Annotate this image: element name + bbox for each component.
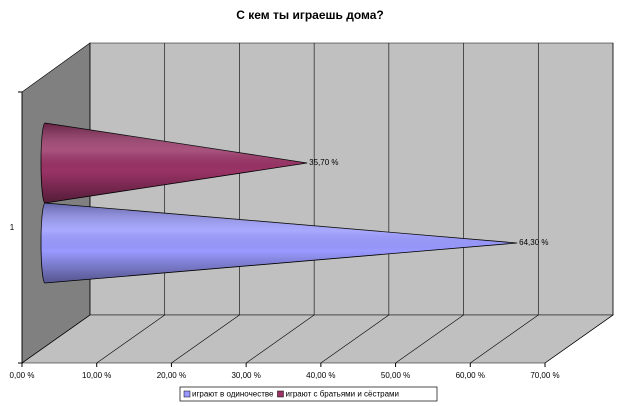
grid-line xyxy=(21,314,91,364)
grid-line xyxy=(320,314,390,364)
legend-label: играют в одиночестве xyxy=(192,390,274,399)
data-label: 64,30 % xyxy=(519,238,548,247)
x-tick-label: 60,00 % xyxy=(456,371,485,380)
legend-box xyxy=(179,386,438,402)
legend: играют в одиночестве играют с братьями и … xyxy=(179,386,438,402)
grid-line xyxy=(96,314,165,364)
cone-shade xyxy=(41,203,518,283)
data-label: 35,70 % xyxy=(309,158,338,167)
cone-shade xyxy=(41,123,308,203)
x-tick-label: 50,00 % xyxy=(381,371,410,380)
x-tick-label: 30,00 % xyxy=(231,371,260,380)
x-tick-label: 10,00 % xyxy=(82,371,111,380)
x-tick-label: 20,00 % xyxy=(157,371,186,380)
x-tick-label: 40,00 % xyxy=(306,371,335,380)
chart-title: С кем ты играешь дома? xyxy=(236,8,383,22)
legend-label: играют с братьями и сёстрами xyxy=(285,390,399,399)
grid-line xyxy=(171,314,240,364)
x-tick-label: 70,00 % xyxy=(530,371,559,380)
grid-line xyxy=(245,314,315,364)
x-tick-label: 0,00 % xyxy=(10,371,35,380)
category-label: 1 xyxy=(10,223,15,232)
legend-swatch xyxy=(277,390,284,398)
legend-swatch xyxy=(183,390,191,398)
grid-line xyxy=(470,314,539,364)
grid-line xyxy=(544,314,614,364)
floor xyxy=(21,314,614,364)
grid-line xyxy=(395,314,464,364)
side-wall xyxy=(21,42,91,364)
